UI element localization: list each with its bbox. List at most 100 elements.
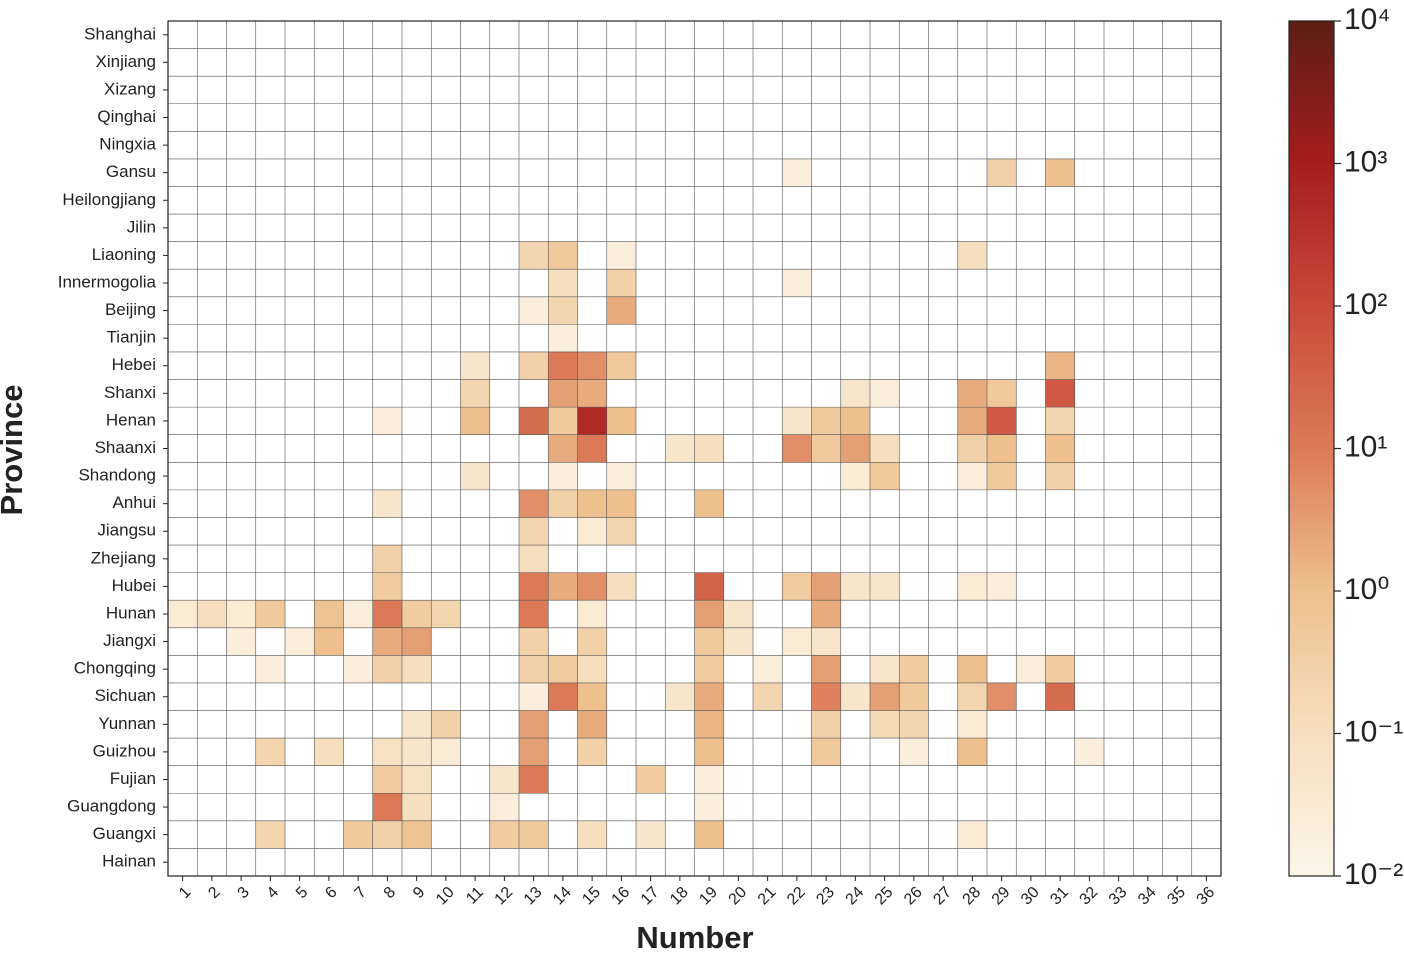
heat-cell [489,765,519,794]
heat-cell [372,655,402,683]
heat-cell [577,682,607,711]
heat-cell [548,241,578,270]
heat-cell [694,738,724,766]
heat-cell [402,820,432,849]
heat-cell [577,710,607,739]
colorbar-tick-label: 10⁻² [1344,858,1403,891]
heat-cell [519,682,549,711]
x-tick-label: 15 [579,884,604,909]
heat-cell [1074,738,1104,766]
heat-cell [957,241,987,270]
heat-cell [519,517,549,546]
heat-cell [402,710,432,739]
heat-cell [402,738,432,766]
heat-cell [577,655,607,683]
y-tick-label: Jilin [127,217,156,236]
heat-cell [870,379,900,408]
heat-cell [957,407,987,435]
x-axis-title: Number [636,920,753,953]
y-tick-label: Chongqing [74,659,156,678]
heat-cell [548,434,578,463]
heat-cell [753,682,783,711]
heat-cell [577,572,607,601]
heat-cell [665,434,695,463]
heat-cell [811,407,841,435]
x-tick-label: 33 [1106,884,1131,909]
y-tick-label: Henan [106,410,156,429]
x-tick-label: 14 [550,884,575,909]
heat-cell [957,655,987,683]
heat-cell [694,710,724,739]
heat-cell [519,738,549,766]
y-axis-title: Province [0,385,29,516]
y-tick-label: Jiangsu [97,521,156,540]
x-tick-label: 12 [492,884,517,909]
heat-cell [782,269,812,297]
x-tick-label: 26 [901,884,926,909]
heat-cell [519,351,549,380]
heat-cell [957,710,987,739]
heat-cell [548,489,578,518]
heat-cell [343,600,373,628]
heat-cell [840,462,870,490]
heat-cell [519,407,549,435]
y-tick-label: Shandong [78,466,156,485]
heat-cell [811,600,841,628]
x-tick-label: 31 [1047,884,1072,909]
heat-cell [723,627,753,656]
heat-cell [636,765,666,794]
heat-cell [314,738,344,766]
heat-cell [519,627,549,656]
heat-cell [577,379,607,408]
y-tick-label: Hunan [106,603,156,622]
heat-cell [606,241,636,270]
heat-cell [402,655,432,683]
heat-cell [987,407,1017,435]
y-tick-label: Beijing [105,300,156,319]
y-tick-label: Guangxi [93,824,156,843]
heat-cell [372,489,402,518]
heat-cell [811,572,841,601]
colorbar-tick-label: 10¹ [1344,430,1387,463]
x-tick-label: 4 [264,884,282,902]
heat-cell [870,710,900,739]
heat-cell [372,600,402,628]
heat-cell [460,407,490,435]
x-tick-label: 2 [205,884,223,902]
heat-cell [870,434,900,463]
heat-cell [548,462,578,490]
heat-cell [987,462,1017,490]
heat-cell [694,793,724,821]
heat-cell [1016,655,1046,683]
x-tick-label: 17 [638,884,663,909]
x-tick-label: 6 [322,884,340,902]
y-tick-label: Heilongjiang [62,190,156,209]
heat-cell [343,820,373,849]
heat-cell [460,351,490,380]
heat-cell [1045,655,1075,683]
x-tick-label: 34 [1135,884,1160,909]
heat-cell [899,738,929,766]
heat-cell [782,158,812,187]
x-tick-label: 8 [381,884,399,902]
x-tick-label: 28 [960,884,985,909]
heat-cell [285,627,315,656]
y-tick-label: Tianjin [107,328,156,347]
x-tick-label: 20 [726,884,751,909]
heat-cell [870,655,900,683]
x-tick-label: 35 [1164,884,1189,909]
heat-cell [987,682,1017,711]
heat-cell [519,545,549,573]
heat-cell [519,820,549,849]
heat-cell [1045,462,1075,490]
heat-cell [372,627,402,656]
heat-cell [782,434,812,463]
heat-cell [957,682,987,711]
heat-cell [957,434,987,463]
y-tick-label: Shanxi [104,383,156,402]
heat-cell [606,462,636,490]
heat-cell [343,655,373,683]
x-tick-label: 5 [293,884,311,902]
heat-cell [431,738,461,766]
heat-cell [519,710,549,739]
